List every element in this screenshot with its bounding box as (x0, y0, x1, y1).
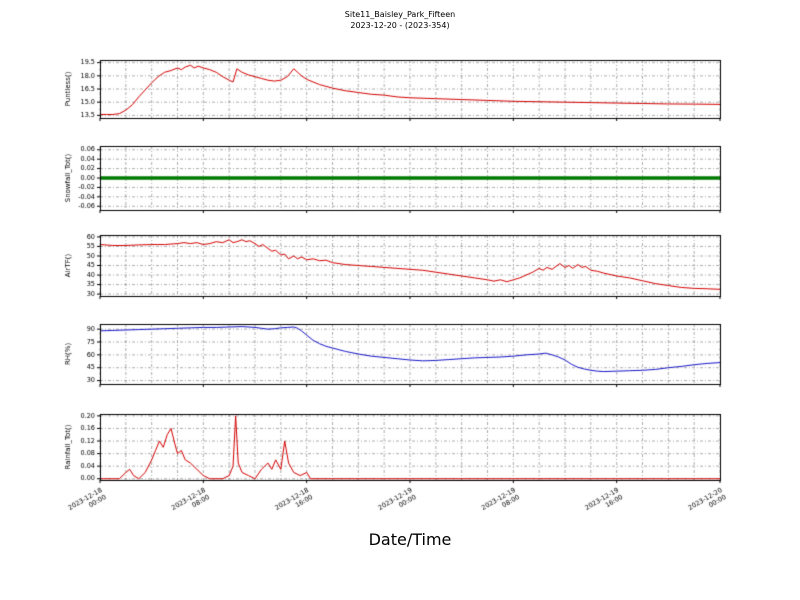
chart-title-block: Site11_Baisley_Park_Fifteen 2023-12-20 -… (0, 9, 800, 31)
chart-subtitle: 2023-12-20 - (2023-354) (350, 21, 450, 30)
x-axis-label: Date/Time (368, 530, 452, 549)
chart-title: Site11_Baisley_Park_Fifteen (344, 10, 456, 19)
